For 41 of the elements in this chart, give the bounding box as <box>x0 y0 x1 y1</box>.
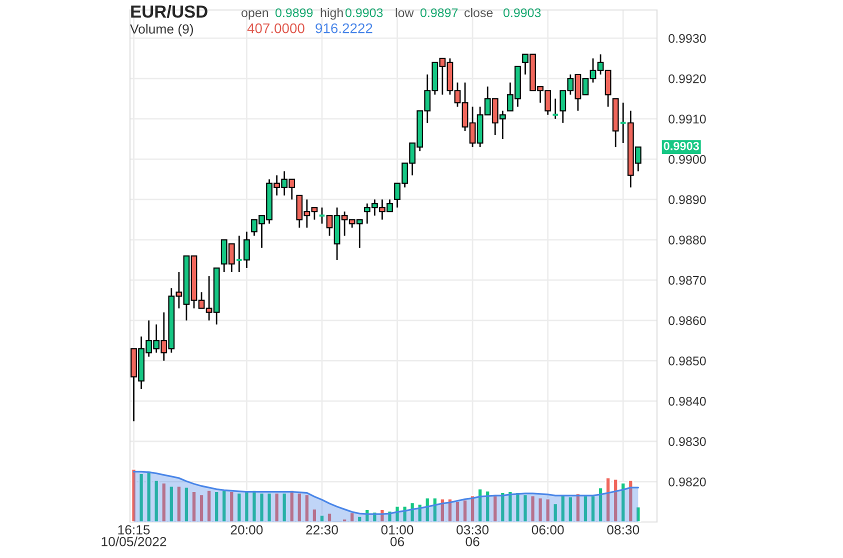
x-tick-label: 06:00 <box>532 525 564 534</box>
x-tick-label: 22:30 <box>306 525 338 534</box>
x-tick-label: 01:00 06 <box>381 525 414 546</box>
y-tick-label: 0.9850 <box>668 356 706 366</box>
y-tick-label: 0.9930 <box>668 34 706 43</box>
chart-title: Volume (9) <box>130 24 193 36</box>
annotation: high <box>320 8 343 20</box>
candlestick <box>552 98 560 120</box>
y-tick-label: 0.9890 <box>668 195 706 204</box>
bar <box>530 494 536 522</box>
annotation: 0.9897 <box>420 8 458 18</box>
candlestick <box>318 206 326 224</box>
annotation: 407.0000 <box>247 23 304 34</box>
x-tick-label: 16:15 10/05/2022 <box>102 525 166 546</box>
annotation: 0.9903 <box>503 8 541 18</box>
x-tick-label: 08:30 <box>607 525 640 534</box>
annotation: 0.9899 <box>275 8 313 18</box>
annotation: low <box>396 8 414 18</box>
y-tick-label: 0.9900 <box>668 154 706 164</box>
y-tick-label: 0.9880 <box>668 236 706 244</box>
bar <box>251 490 258 522</box>
bar <box>266 492 272 522</box>
x-tick-label: 20:00 <box>230 525 263 534</box>
annotation: open <box>242 10 268 20</box>
bar <box>138 472 144 522</box>
text: 0.9903 <box>664 142 700 150</box>
bar <box>522 494 528 522</box>
y-tick-label: 0.9860 <box>668 316 706 326</box>
bar <box>130 468 137 522</box>
chart-title: EUR/USD <box>131 5 208 18</box>
annotation: 0.9903 <box>345 8 383 18</box>
y-tick-label: 0.9830 <box>668 437 706 446</box>
bar <box>258 492 265 522</box>
y-tick-label: 0.9840 <box>668 396 706 406</box>
y-tick-label: 0.9820 <box>668 477 706 486</box>
x-tick-label: 03:30 06 <box>456 525 489 546</box>
y-tick-label: 0.9870 <box>668 276 706 285</box>
y-tick-label: 0.9910 <box>668 114 706 124</box>
y-tick-label: 0.9920 <box>668 74 706 84</box>
annotation: close <box>464 8 493 18</box>
annotation: 916.2222 <box>316 23 372 34</box>
